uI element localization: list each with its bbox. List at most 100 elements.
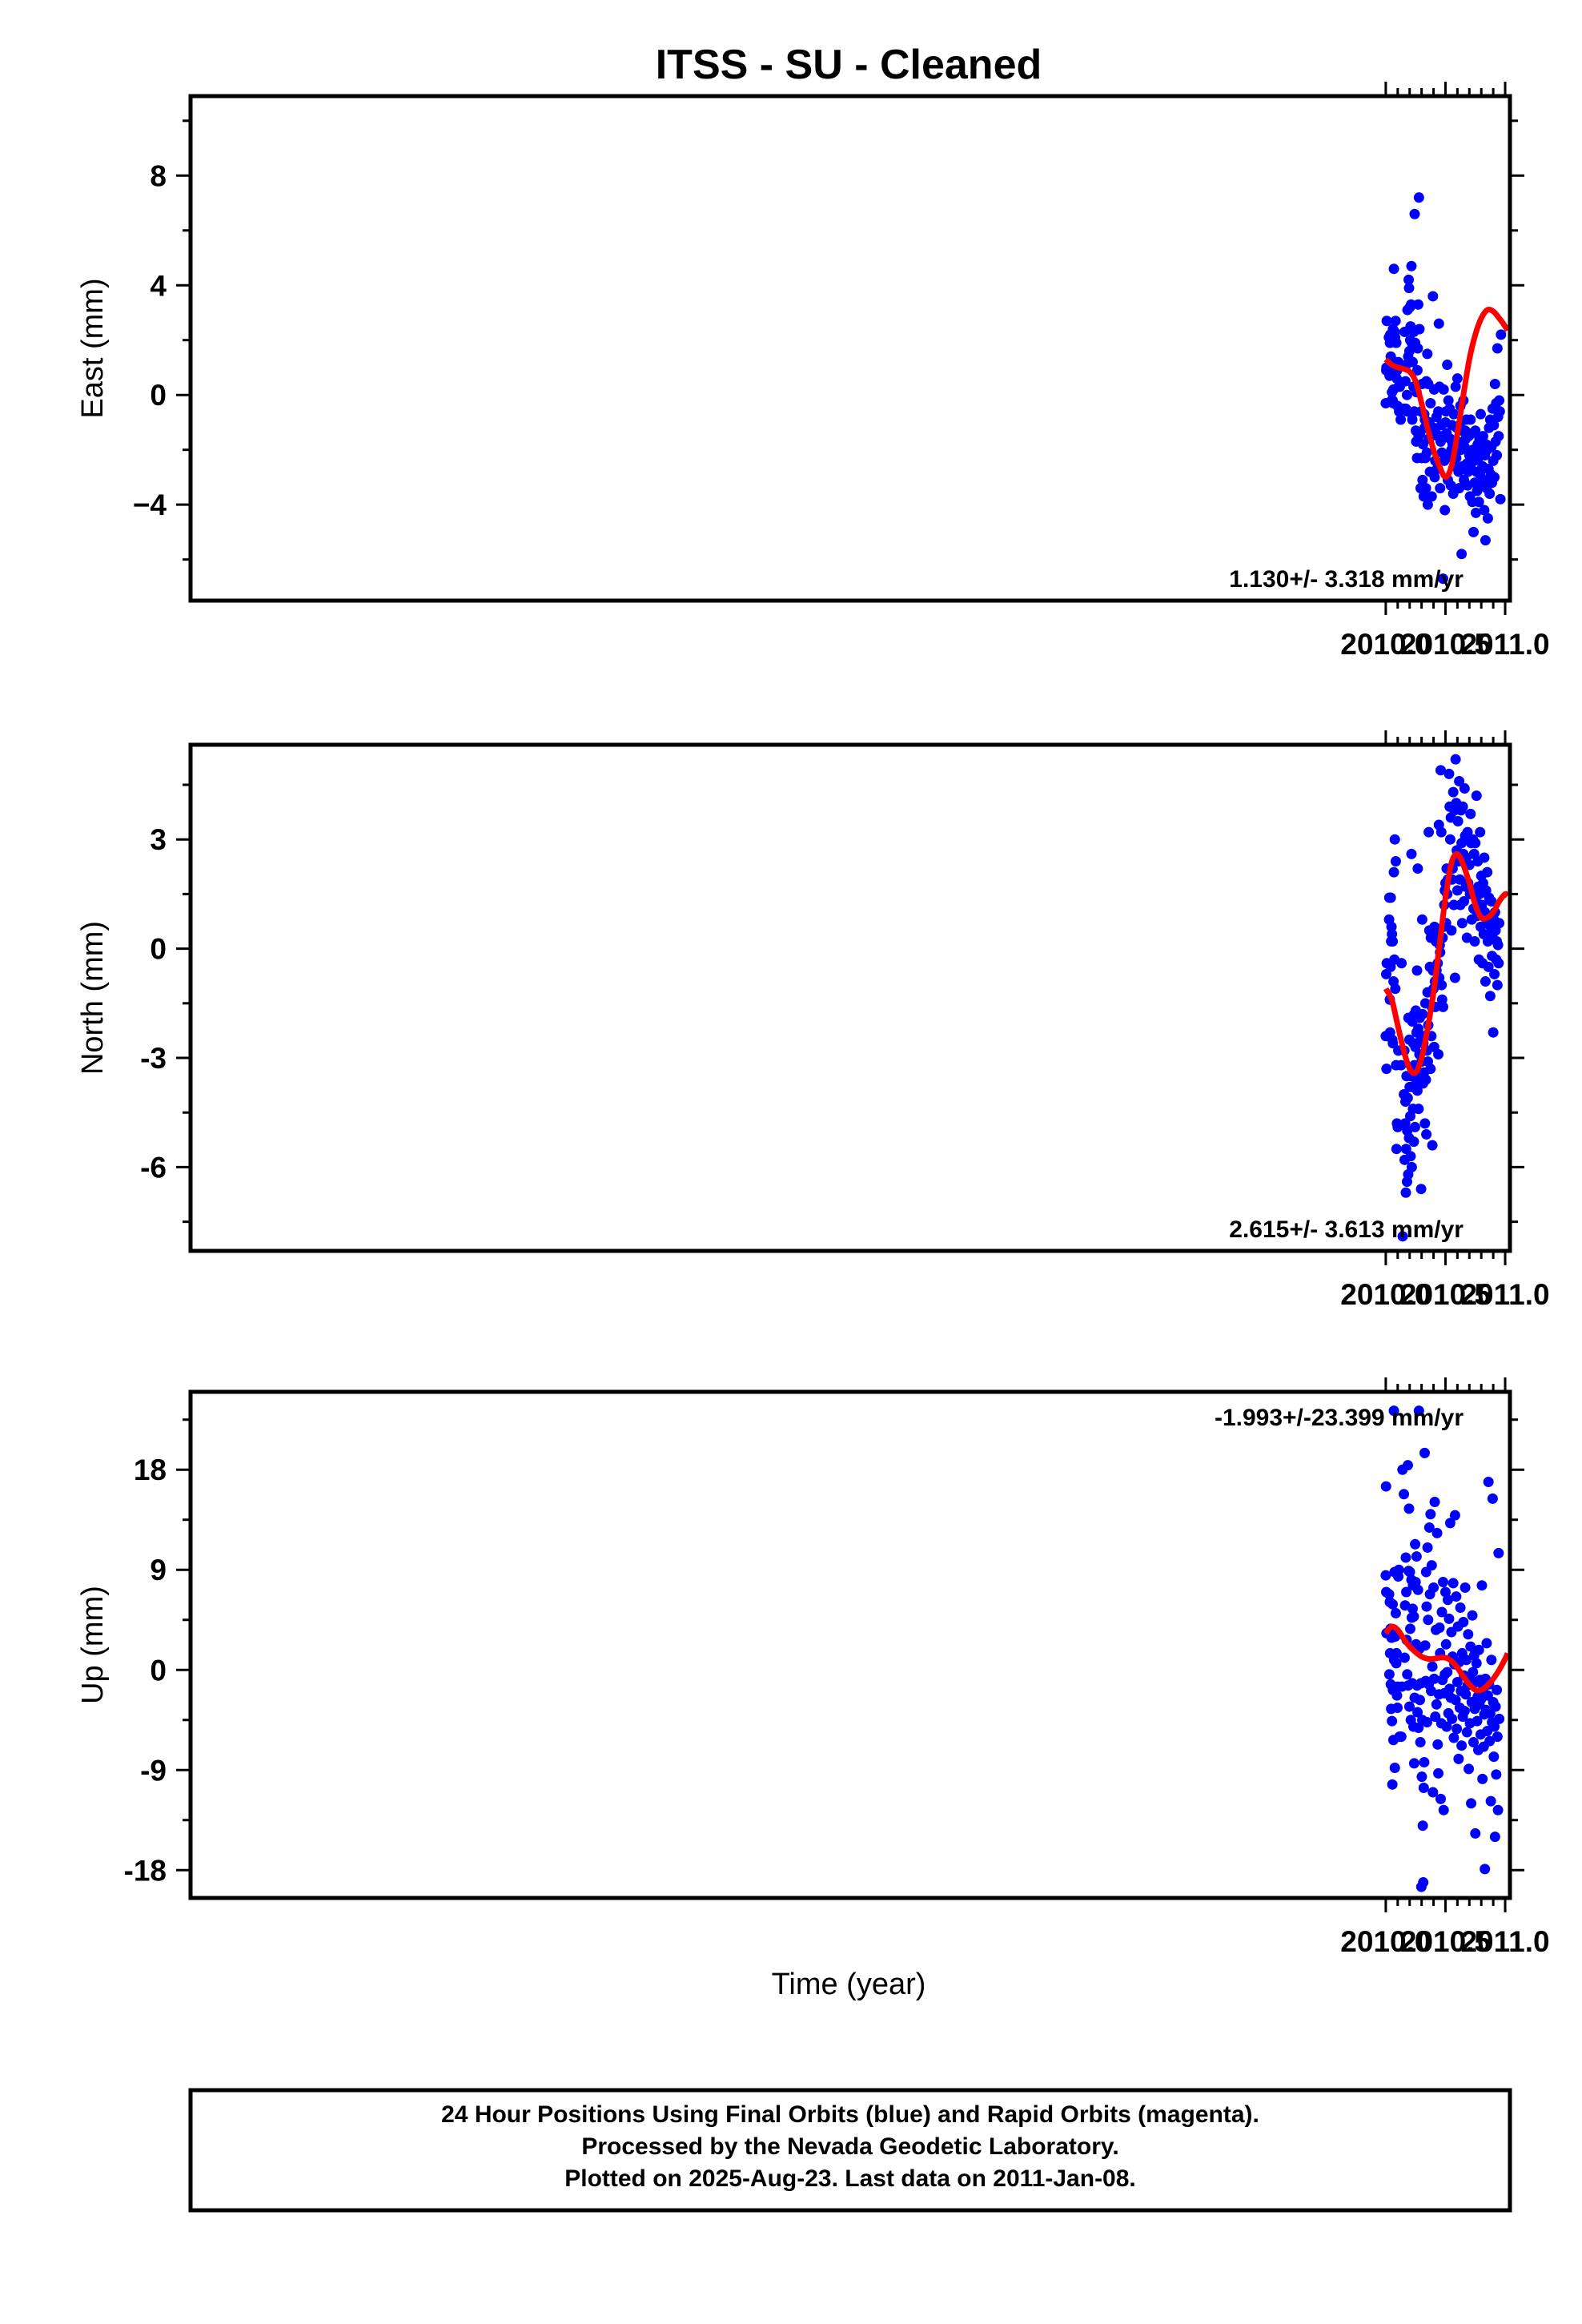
data-point [1388, 263, 1399, 275]
data-point [1403, 274, 1415, 285]
data-point [1415, 1695, 1426, 1706]
data-point [1402, 1460, 1413, 1471]
y-tick-label: -3 [140, 1042, 167, 1075]
final-orbit-points [1380, 754, 1505, 1242]
data-point [1454, 775, 1465, 786]
data-point [1464, 1763, 1475, 1775]
data-point [1451, 1591, 1462, 1602]
data-point [1428, 1673, 1439, 1684]
data-point [1423, 1522, 1435, 1533]
data-point [1421, 1129, 1432, 1140]
data-point [1438, 1804, 1449, 1815]
data-point [1402, 1092, 1413, 1104]
data-point [1417, 1008, 1428, 1019]
data-point [1483, 961, 1494, 972]
data-point [1470, 838, 1481, 849]
data-point [1480, 1864, 1491, 1875]
data-point [1407, 356, 1418, 368]
data-point [1422, 348, 1433, 360]
data-point [1422, 499, 1433, 510]
data-point [1426, 1560, 1437, 1571]
y-tick-label: 0 [150, 379, 167, 412]
x-tick-label: 2011.0 [1460, 1278, 1549, 1311]
data-point [1396, 958, 1407, 969]
data-point [1415, 1737, 1426, 1748]
data-point [1387, 936, 1399, 947]
data-point [1381, 316, 1392, 327]
data-point [1425, 1063, 1436, 1075]
data-point [1492, 1684, 1503, 1695]
y-tick-label: 3 [150, 823, 167, 856]
data-point [1390, 316, 1401, 327]
data-point [1444, 834, 1456, 845]
data-point [1442, 360, 1453, 371]
fit-curve [1383, 850, 1510, 1076]
data-point [1402, 1669, 1413, 1680]
data-point [1381, 1063, 1392, 1075]
data-point [1412, 1584, 1423, 1595]
data-point [1449, 972, 1460, 983]
data-point [1433, 318, 1444, 329]
data-point [1470, 1827, 1481, 1839]
data-point [1469, 936, 1480, 947]
data-point [1413, 192, 1424, 203]
data-point [1409, 208, 1420, 219]
data-point [1493, 958, 1504, 969]
data-point [1391, 337, 1402, 348]
data-point [1416, 1771, 1427, 1783]
data-point [1486, 1655, 1497, 1666]
final-orbit-points [1380, 192, 1507, 585]
data-point [1478, 474, 1489, 485]
data-point [1388, 1405, 1399, 1417]
data-point [1496, 329, 1507, 340]
data-point [1392, 1702, 1403, 1713]
data-point [1489, 968, 1500, 979]
data-point [1454, 874, 1465, 885]
data-point [1445, 480, 1456, 491]
data-point [1391, 1647, 1402, 1659]
data-point [1441, 1721, 1452, 1732]
data-point [1429, 1497, 1440, 1508]
data-point [1461, 1655, 1472, 1666]
data-point [1488, 1027, 1499, 1038]
data-point [1423, 1614, 1434, 1626]
data-point [1444, 1683, 1456, 1695]
data-point [1489, 1721, 1500, 1732]
data-point [1450, 381, 1461, 392]
data-point [1475, 826, 1486, 838]
data-point [1459, 896, 1470, 907]
data-point [1421, 1601, 1432, 1612]
data-point [1391, 373, 1403, 384]
data-point [1488, 420, 1500, 431]
figure-title: ITSS - SU - Cleaned [656, 42, 1042, 88]
footer-line-2: Processed by the Nevada Geodetic Laborat… [581, 2133, 1118, 2160]
data-point [1452, 373, 1463, 384]
data-point [1479, 852, 1490, 863]
data-point [1459, 783, 1470, 794]
data-point [1488, 1751, 1500, 1763]
data-point [1489, 379, 1500, 390]
x-tick-label: 2010.5 [1400, 1925, 1491, 1958]
data-point [1395, 1731, 1407, 1743]
data-point [1410, 1538, 1421, 1550]
data-point [1446, 925, 1457, 936]
data-point [1400, 1552, 1411, 1563]
data-point [1427, 291, 1439, 302]
data-point [1421, 1717, 1432, 1728]
data-point [1380, 1570, 1391, 1581]
y-axis-label: East (mm) [76, 278, 110, 418]
data-point [1425, 1509, 1436, 1520]
data-point [1420, 1074, 1431, 1085]
data-point [1492, 1804, 1504, 1815]
data-point [1420, 483, 1431, 494]
data-point [1494, 395, 1505, 406]
x-tick-label: 2011.0 [1460, 628, 1549, 661]
data-point [1428, 1582, 1439, 1593]
data-point [1492, 939, 1504, 951]
data-point [1391, 1658, 1402, 1669]
data-point [1427, 1140, 1438, 1151]
data-point [1493, 1547, 1504, 1558]
y-tick-label: 0 [150, 933, 167, 966]
data-point [1444, 1518, 1456, 1529]
data-point [1436, 1606, 1447, 1618]
